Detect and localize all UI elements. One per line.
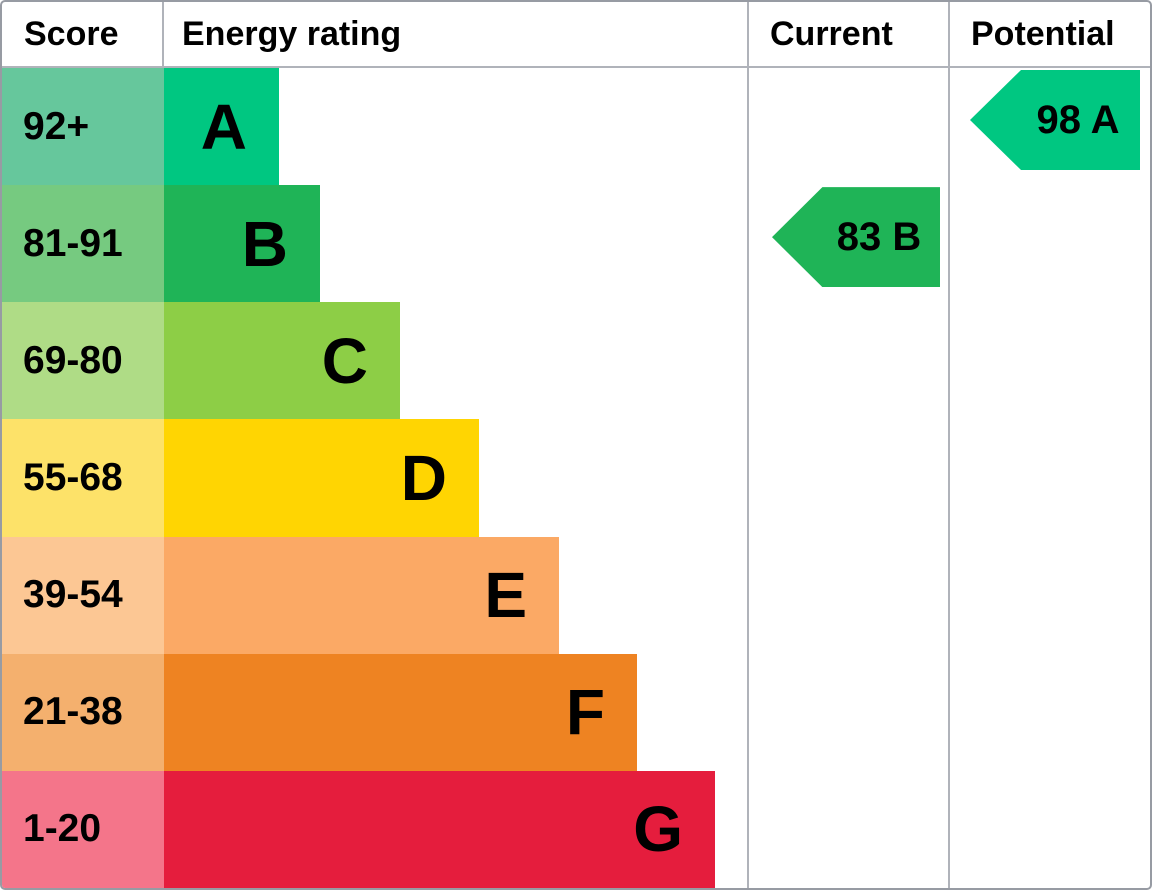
score-cell: 69-80 (2, 302, 164, 420)
current-rating-arrow: 83 B (772, 187, 940, 288)
rating-bar: F (164, 653, 637, 771)
score-cell: 55-68 (2, 419, 164, 537)
rating-bar: C (164, 302, 400, 420)
band-row-b: 81-91 B (2, 185, 747, 303)
band-row-a: 92+ A (2, 68, 747, 186)
band-row-g: 1-20 G (2, 770, 747, 888)
potential-rating-arrow: 98 A (970, 70, 1140, 170)
current-column-header: Current (749, 2, 948, 68)
potential-column: Potential 98 A (948, 2, 1150, 888)
score-cell: 92+ (2, 68, 164, 186)
score-cell: 1-20 (2, 770, 164, 888)
score-cell: 21-38 (2, 653, 164, 771)
score-cell: 81-91 (2, 185, 164, 303)
current-column-body: 83 B (749, 68, 948, 888)
header-row: Score Energy rating (2, 2, 747, 68)
score-column-header: Score (2, 2, 164, 66)
rating-bar: B (164, 185, 320, 303)
energy-rating-column-header: Energy rating (182, 14, 402, 53)
score-cell: 39-54 (2, 536, 164, 654)
band-row-d: 55-68 D (2, 419, 747, 537)
band-row-c: 69-80 C (2, 302, 747, 420)
potential-column-header: Potential (950, 2, 1150, 68)
rating-pane: Score Energy rating 92+ A 81-91 B 69-80 … (2, 2, 747, 888)
rating-bar: A (164, 68, 279, 186)
band-row-f: 21-38 F (2, 653, 747, 771)
band-row-e: 39-54 E (2, 536, 747, 654)
potential-column-body: 98 A (950, 68, 1150, 888)
current-column: Current 83 B (747, 2, 948, 888)
rating-bar: D (164, 419, 479, 537)
rating-bar: E (164, 536, 559, 654)
rating-bar: G (164, 770, 715, 888)
band-rows: 92+ A 81-91 B 69-80 C 55-68 D 39-54 E 21… (2, 68, 747, 888)
